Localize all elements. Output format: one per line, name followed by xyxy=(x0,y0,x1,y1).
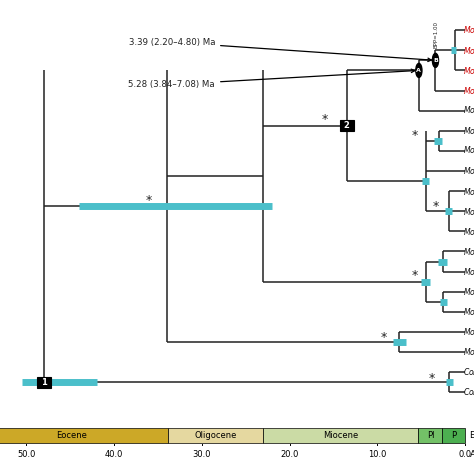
Text: *: * xyxy=(433,200,439,213)
Text: *: * xyxy=(381,331,387,345)
Text: $\it{Morella}$ $\it{rubra-GZLS}$: $\it{Morella}$ $\it{rubra-GZLS}$ xyxy=(464,45,474,56)
Text: $\it{Morella}$ $\it{adenophora}$: $\it{Morella}$ $\it{adenophora}$ xyxy=(464,104,474,117)
Text: $\it{Morella}$ $\it{nana-YNXW}$: $\it{Morella}$ $\it{nana-YNXW}$ xyxy=(464,186,474,197)
Text: 30.0: 30.0 xyxy=(192,450,211,459)
Bar xyxy=(263,428,419,443)
Text: $\it{Morella}$ $\it{nana-YNZJ}$: $\it{Morella}$ $\it{nana-YNZJ}$ xyxy=(464,145,474,157)
Text: Eocene: Eocene xyxy=(56,431,87,440)
Text: 50.0: 50.0 xyxy=(17,450,36,459)
Bar xyxy=(37,377,51,388)
Text: $\it{Comptonia}$ $\it{peregrina-1}$: $\it{Comptonia}$ $\it{peregrina-1}$ xyxy=(464,365,474,379)
Text: P: P xyxy=(451,431,456,440)
Circle shape xyxy=(416,64,422,77)
Text: 10.0: 10.0 xyxy=(368,450,387,459)
Text: *: * xyxy=(429,372,435,385)
Text: $\it{Morella}$ $\it{esculenta-YNA}$: $\it{Morella}$ $\it{esculenta-YNA}$ xyxy=(464,246,474,257)
Text: $\it{Morella}$ $\it{cerifera}$: $\it{Morella}$ $\it{cerifera}$ xyxy=(464,327,474,337)
Text: $\it{Morella}$ $\it{rubra-YNML}$: $\it{Morella}$ $\it{rubra-YNML}$ xyxy=(464,85,474,96)
Text: 20.0: 20.0 xyxy=(281,450,299,459)
Text: *: * xyxy=(412,129,419,142)
Text: *: * xyxy=(322,113,328,126)
Circle shape xyxy=(432,53,438,67)
Bar xyxy=(168,428,263,443)
Text: $\it{Morella}$ $\it{rubra-ZJGT}$: $\it{Morella}$ $\it{rubra-ZJGT}$ xyxy=(464,24,474,36)
Text: 1: 1 xyxy=(41,378,47,387)
Text: $\it{Morella}$ $\it{esculenta-YNY}$: $\it{Morella}$ $\it{esculenta-YNY}$ xyxy=(464,266,474,277)
Text: $\it{Morella}$ $\it{esculenta-SCM}$: $\it{Morella}$ $\it{esculenta-SCM}$ xyxy=(464,306,474,317)
Bar xyxy=(443,428,465,443)
Text: B: B xyxy=(433,58,438,63)
Text: Age (Ma): Age (Ma) xyxy=(470,450,474,459)
Text: $\it{Morella}$ $\it{esculenta-SCY}$: $\it{Morella}$ $\it{esculenta-SCY}$ xyxy=(464,286,474,297)
Text: Epoch: Epoch xyxy=(470,431,474,440)
Bar xyxy=(0,428,168,443)
Text: 0.0: 0.0 xyxy=(459,450,472,459)
Text: $\it{Comptonia}$ $\it{peregrina-2}$: $\it{Comptonia}$ $\it{peregrina-2}$ xyxy=(464,386,474,399)
Text: $\it{Morella}$ $\it{nana-YNWS}$: $\it{Morella}$ $\it{nana-YNWS}$ xyxy=(464,206,474,217)
Text: 3.39 (2.20–4.80) Ma: 3.39 (2.20–4.80) Ma xyxy=(128,38,431,62)
Text: *: * xyxy=(146,194,152,207)
Text: $\it{Morella}$ $\it{rubra-YNDW}$: $\it{Morella}$ $\it{rubra-YNDW}$ xyxy=(464,65,474,76)
Text: 40.0: 40.0 xyxy=(105,450,123,459)
Text: $\it{Morella}$ $\it{nana-YNFM}$: $\it{Morella}$ $\it{nana-YNFM}$ xyxy=(464,226,474,237)
Text: A: A xyxy=(417,68,421,73)
Text: $\it{Morella}$ $\it{nana-YNHK}$: $\it{Morella}$ $\it{nana-YNHK}$ xyxy=(464,125,474,136)
Text: $\it{Morella}$ $\it{nana-YNPL}$: $\it{Morella}$ $\it{nana-YNPL}$ xyxy=(464,165,474,176)
Text: *: * xyxy=(412,269,419,282)
Text: Miocene: Miocene xyxy=(323,431,358,440)
Bar xyxy=(340,120,354,131)
Text: Pl: Pl xyxy=(427,431,434,440)
Text: BPP=1.00: BPP=1.00 xyxy=(434,21,439,48)
Bar xyxy=(419,428,443,443)
Text: 2: 2 xyxy=(344,121,350,130)
Text: $\it{Morella}$ $\it{pensylvanica}$: $\it{Morella}$ $\it{pensylvanica}$ xyxy=(464,346,474,358)
Text: Oligocene: Oligocene xyxy=(194,431,237,440)
Text: 5.28 (3.84–7.08) Ma: 5.28 (3.84–7.08) Ma xyxy=(128,69,415,89)
